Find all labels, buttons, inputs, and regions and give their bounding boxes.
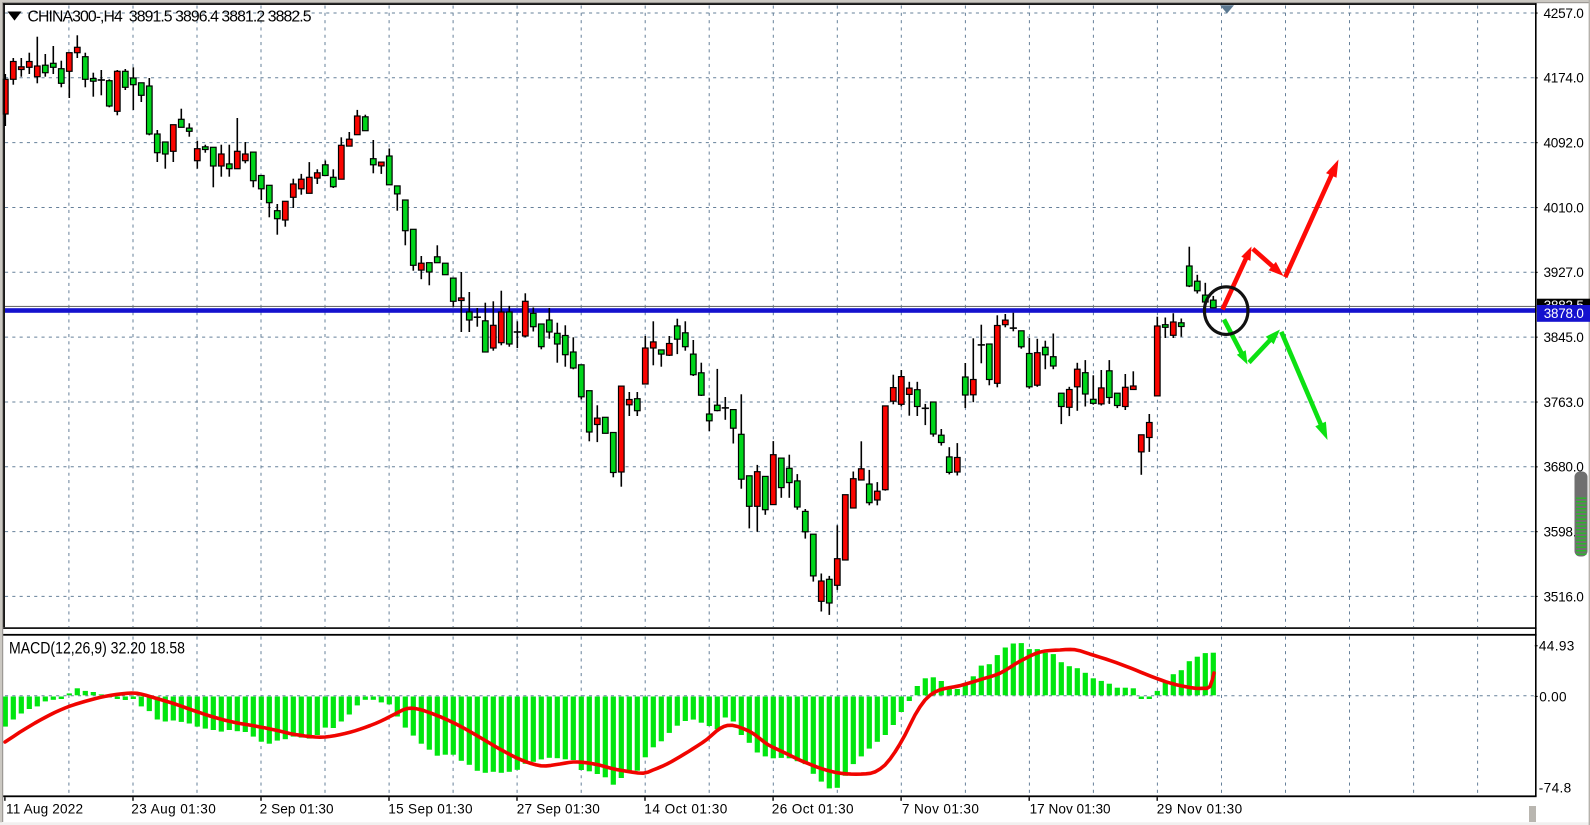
svg-text:14 Oct 01:30: 14 Oct 01:30 <box>644 802 727 817</box>
svg-text:29 Nov 01:30: 29 Nov 01:30 <box>1157 802 1243 817</box>
svg-text:3927.0: 3927.0 <box>1544 265 1585 280</box>
svg-text:7 Nov 01:30: 7 Nov 01:30 <box>902 802 979 817</box>
svg-text:0.00: 0.00 <box>1539 690 1567 705</box>
svg-text:4174.0: 4174.0 <box>1544 71 1585 86</box>
svg-text:4010.0: 4010.0 <box>1544 200 1585 215</box>
svg-text:3845.0: 3845.0 <box>1544 330 1585 345</box>
svg-text:3516.0: 3516.0 <box>1544 589 1585 604</box>
svg-text:3763.0: 3763.0 <box>1544 395 1585 410</box>
svg-text:3878.0: 3878.0 <box>1544 306 1584 321</box>
svg-text:27 Sep 01:30: 27 Sep 01:30 <box>517 802 601 817</box>
svg-text:MACD(12,26,9) 32.20 18.58: MACD(12,26,9) 32.20 18.58 <box>9 639 185 658</box>
svg-text:4092.0: 4092.0 <box>1544 136 1585 151</box>
svg-text:26 Oct 01:30: 26 Oct 01:30 <box>772 802 854 817</box>
svg-text:3680.0: 3680.0 <box>1544 460 1585 475</box>
svg-text:2 Sep 01:30: 2 Sep 01:30 <box>260 802 334 817</box>
svg-text:23 Aug 01:30: 23 Aug 01:30 <box>131 802 216 817</box>
svg-text:17 Nov 01:30: 17 Nov 01:30 <box>1030 802 1111 817</box>
svg-text:15 Sep 01:30: 15 Sep 01:30 <box>388 802 473 817</box>
svg-text:3598.0: 3598.0 <box>1544 525 1585 540</box>
svg-text:11 Aug 2022: 11 Aug 2022 <box>6 802 83 817</box>
svg-text:-74.8: -74.8 <box>1539 780 1571 795</box>
svg-text:44.93: 44.93 <box>1539 638 1574 653</box>
svg-text:4257.0: 4257.0 <box>1544 6 1585 21</box>
svg-text:CHINA300-,H4 3891.5 3896.4 38: CHINA300-,H4 3891.5 3896.4 3881.2 3882.5 <box>28 8 312 25</box>
